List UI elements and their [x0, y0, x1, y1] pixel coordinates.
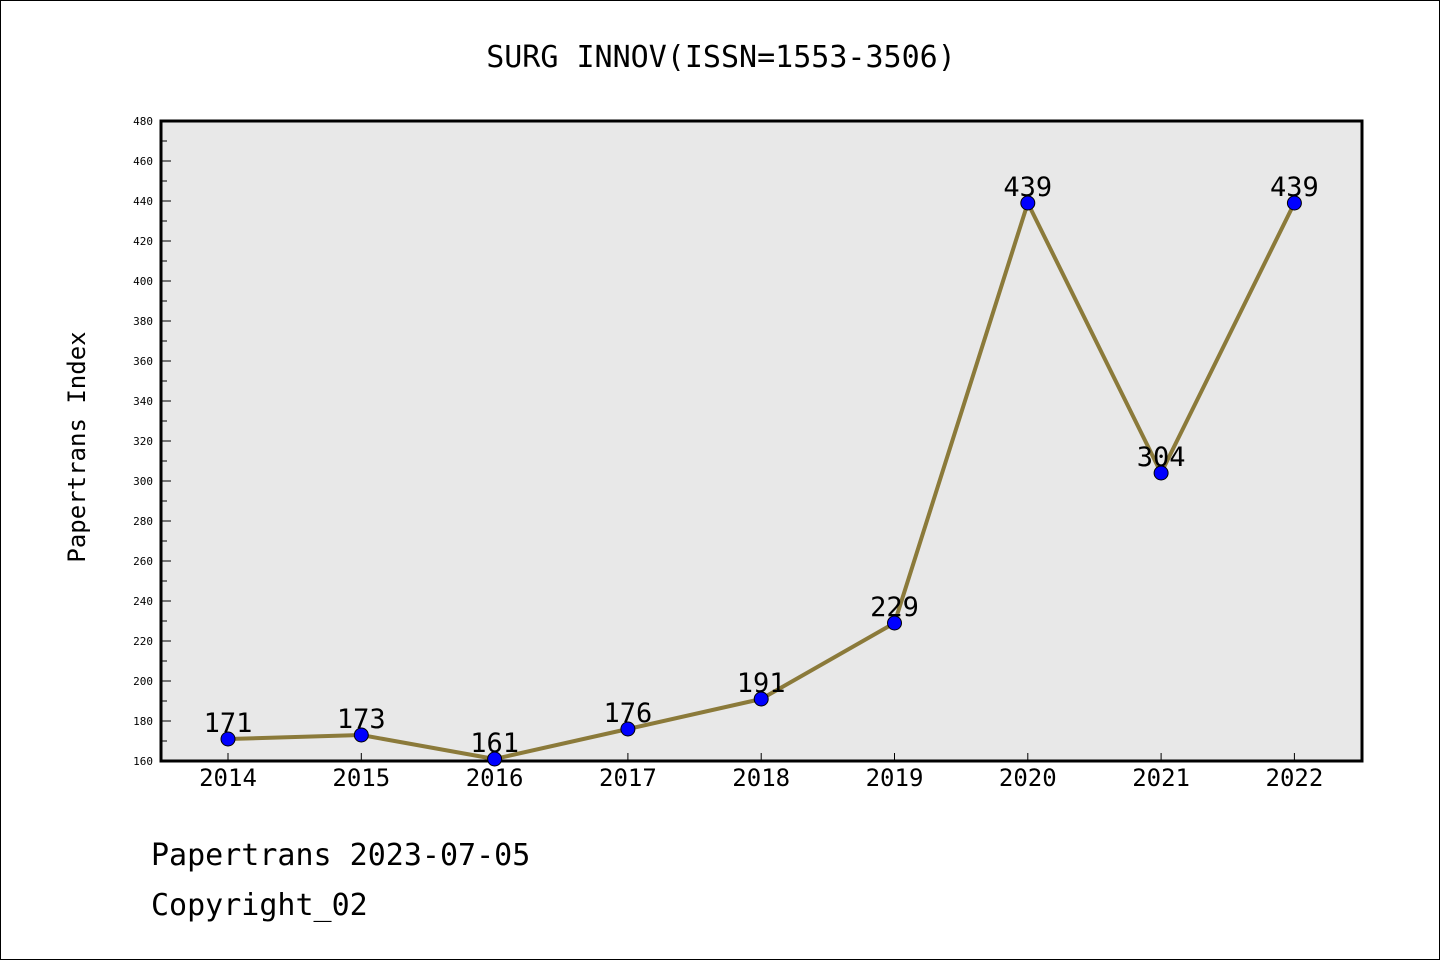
y-tick-label: 420: [133, 235, 153, 248]
footer-date: Papertrans 2023-07-05: [151, 838, 530, 873]
data-point: [887, 615, 902, 631]
x-tick-label: 2020: [999, 764, 1057, 792]
data-point: [1286, 195, 1302, 211]
y-tick-label: 300: [133, 475, 153, 488]
y-tick-label: 160: [133, 755, 153, 768]
y-tick-label: 480: [133, 115, 153, 128]
data-label: 304: [1137, 442, 1186, 473]
y-tick-label: 380: [133, 315, 153, 328]
data-point: [487, 751, 503, 767]
plot-area: [159, 119, 1364, 763]
y-tick-label: 340: [133, 395, 153, 408]
data-label: 439: [1003, 172, 1052, 203]
y-tick-label: 240: [133, 595, 153, 608]
y-tick-label: 460: [133, 155, 153, 168]
y-axis-label: Papertrans Index: [63, 331, 91, 562]
x-tick-label: 2018: [732, 764, 790, 792]
x-tick-label: 2016: [466, 764, 524, 792]
data-point: [753, 691, 769, 707]
data-label: 439: [1270, 172, 1319, 203]
x-tick-label: 2017: [599, 764, 657, 792]
y-tick-label: 220: [133, 635, 153, 648]
x-tick-label: 2022: [1266, 764, 1324, 792]
data-label: 173: [337, 704, 386, 735]
data-point: [620, 721, 636, 737]
data-label: 229: [870, 592, 919, 623]
y-tick-label: 280: [133, 515, 153, 528]
data-labels: 171 173 161 176 191 229 439 304 439: [204, 172, 1319, 759]
x-axis: 2014 2015 2016 2017 2018 2019 2020 2021 2022: [199, 753, 1323, 792]
y-tick-label: 320: [133, 435, 153, 448]
chart-title: SURG INNOV(ISSN=1553-3506): [486, 40, 956, 75]
x-tick-label: 2015: [332, 764, 390, 792]
data-points: [220, 195, 1302, 767]
y-tick-label: 360: [133, 355, 153, 368]
data-point: [220, 731, 236, 747]
y-tick-label: 180: [133, 715, 153, 728]
x-tick-label: 2014: [199, 764, 257, 792]
data-label: 176: [604, 698, 653, 729]
data-label: 191: [737, 668, 786, 699]
footer-copyright: Copyright_02: [151, 888, 368, 923]
y-tick-label: 440: [133, 195, 153, 208]
data-point: [353, 727, 369, 743]
data-point: [1153, 465, 1169, 481]
y-tick-label: 400: [133, 275, 153, 288]
x-tick-label: 2019: [866, 764, 924, 792]
data-point: [1020, 195, 1036, 211]
y-tick-label: 260: [133, 555, 153, 568]
x-tick-label: 2021: [1132, 764, 1190, 792]
data-label: 171: [204, 708, 253, 739]
y-tick-label: 200: [133, 675, 153, 688]
data-label: 161: [470, 728, 519, 759]
y-axis: 160 180 200 220 240 260 280 300 320 340 360 380 400 4…: [133, 115, 171, 768]
